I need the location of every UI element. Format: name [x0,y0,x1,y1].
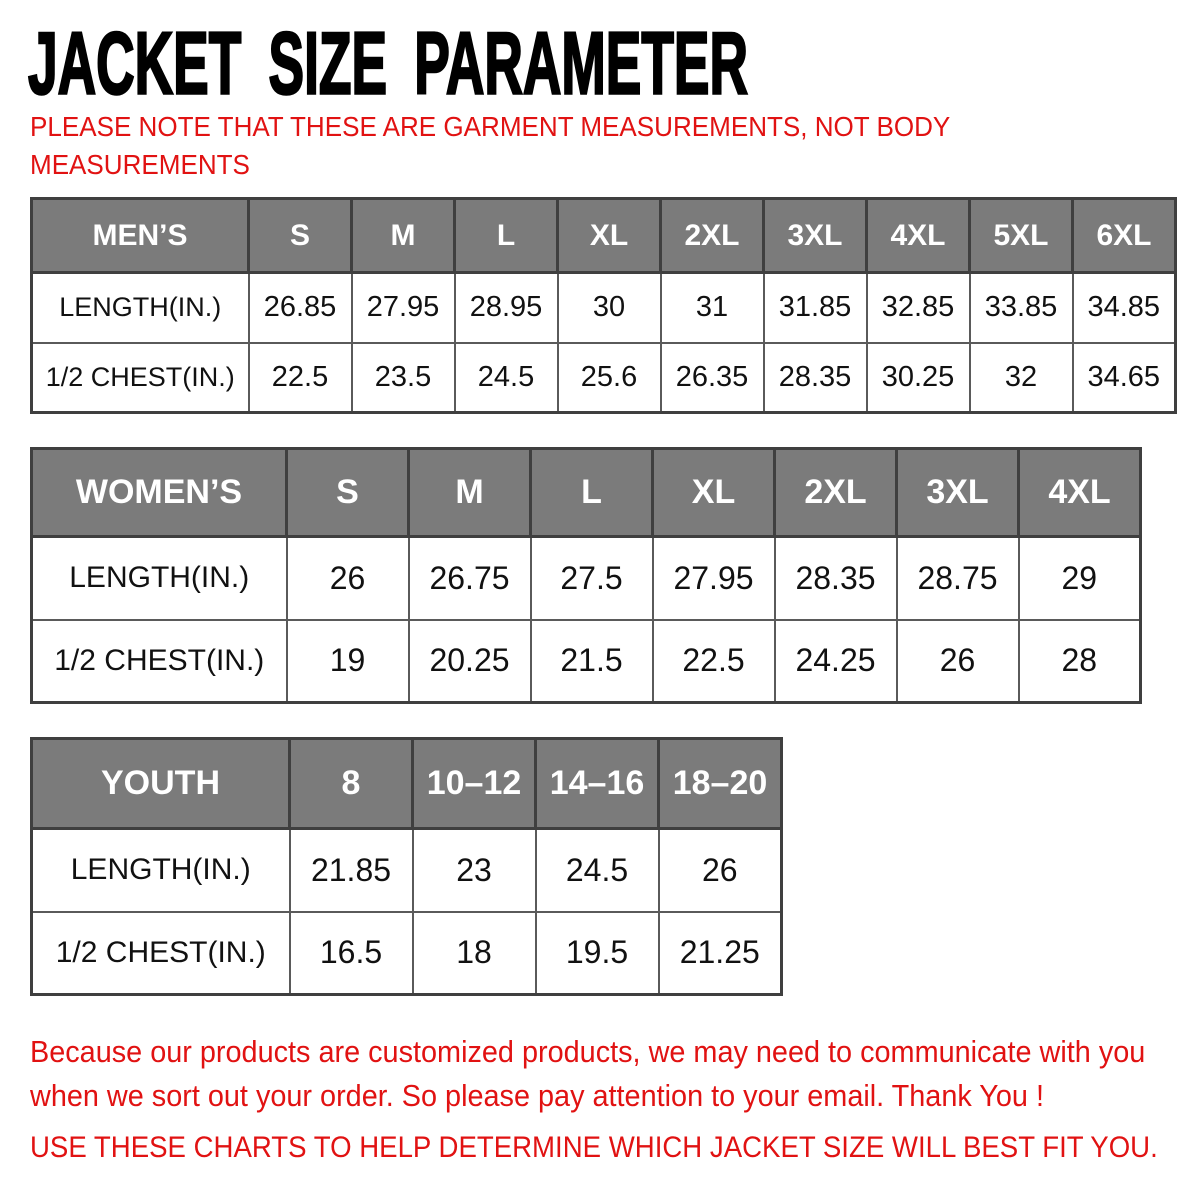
table-cell: 19.5 [534,910,660,996]
table-cell: 28.35 [762,341,868,414]
table-cell: 21.25 [657,910,783,996]
table-cell: 26.85 [247,271,353,344]
mens-size-table: MEN’S S M L XL 2XL 3XL 4XL 5XL 6XL LENGT… [30,197,1177,414]
customization-notice-line-1: Because our products are customized prod… [30,1034,1146,1069]
mens-header-cell: MEN’S [30,197,250,274]
table-cell: 24.5 [453,341,559,414]
youth-length-row: LENGTH(IN.) 21.85 23 24.5 26 [30,827,783,913]
womens-header-cell: 3XL [895,447,1020,538]
youth-chest-row: 1/2 CHEST(IN.) 16.5 18 19.5 21.25 [30,910,783,996]
table-cell: 25.6 [556,341,662,414]
table-cell: 28.35 [773,535,898,621]
note-line-1: PLEASE NOTE THAT THESE ARE GARMENT MEASU… [30,111,951,142]
garment-measurement-note: PLEASE NOTE THAT THESE ARE GARMENT MEASU… [30,108,950,184]
table-cell: 32.85 [865,271,971,344]
table-cell: 33.85 [968,271,1074,344]
table-cell: 26 [285,535,410,621]
table-cell: 31.85 [762,271,868,344]
table-cell: 29 [1017,535,1142,621]
womens-header-cell: L [529,447,654,538]
youth-header-row: YOUTH 8 10–12 14–16 18–20 [30,737,783,830]
womens-header-cell: S [285,447,410,538]
mens-header-row: MEN’S S M L XL 2XL 3XL 4XL 5XL 6XL [30,197,1177,274]
customization-notice: Because our products are customized prod… [30,1030,1145,1118]
mens-header-cell: M [350,197,456,274]
table-cell: 21.85 [288,827,414,913]
mens-header-cell: 5XL [968,197,1074,274]
table-cell: 28 [1017,618,1142,704]
table-cell: 24.5 [534,827,660,913]
womens-header-cell: M [407,447,532,538]
womens-header-cell: XL [651,447,776,538]
mens-header-cell: 6XL [1071,197,1177,274]
customization-notice-line-2: when we sort out your order. So please p… [30,1078,1044,1113]
womens-header-cell: 2XL [773,447,898,538]
size-advice-text: USE THESE CHARTS TO HELP DETERMINE WHICH… [30,1131,1158,1164]
table-cell: 20.25 [407,618,532,704]
womens-length-row: LENGTH(IN.) 26 26.75 27.5 27.95 28.35 28… [30,535,1142,621]
table-cell: 22.5 [651,618,776,704]
womens-header-row: WOMEN’S S M L XL 2XL 3XL 4XL [30,447,1142,538]
mens-length-label: LENGTH(IN.) [30,271,250,344]
table-cell: 19 [285,618,410,704]
womens-size-table: WOMEN’S S M L XL 2XL 3XL 4XL LENGTH(IN.)… [30,447,1142,704]
mens-header-cell: L [453,197,559,274]
page-title: JACKET SIZE PARAMETER [27,14,749,113]
table-cell: 28.95 [453,271,559,344]
table-cell: 23.5 [350,341,456,414]
youth-header-cell: 18–20 [657,737,783,830]
table-cell: 18 [411,910,537,996]
table-cell: 26.75 [407,535,532,621]
table-cell: 30.25 [865,341,971,414]
youth-length-label: LENGTH(IN.) [30,827,291,913]
youth-header-cell: 8 [288,737,414,830]
table-cell: 26 [895,618,1020,704]
mens-header-cell: S [247,197,353,274]
table-cell: 27.95 [651,535,776,621]
womens-chest-row: 1/2 CHEST(IN.) 19 20.25 21.5 22.5 24.25 … [30,618,1142,704]
mens-chest-label: 1/2 CHEST(IN.) [30,341,250,414]
womens-header-cell: 4XL [1017,447,1142,538]
youth-chest-label: 1/2 CHEST(IN.) [30,910,291,996]
table-cell: 28.75 [895,535,1020,621]
womens-length-label: LENGTH(IN.) [30,535,288,621]
table-cell: 27.5 [529,535,654,621]
youth-size-table: YOUTH 8 10–12 14–16 18–20 LENGTH(IN.) 21… [30,737,783,996]
table-cell: 21.5 [529,618,654,704]
mens-header-cell: 2XL [659,197,765,274]
womens-chest-label: 1/2 CHEST(IN.) [30,618,288,704]
table-cell: 24.25 [773,618,898,704]
table-cell: 26 [657,827,783,913]
table-cell: 32 [968,341,1074,414]
mens-length-row: LENGTH(IN.) 26.85 27.95 28.95 30 31 31.8… [30,271,1177,344]
table-cell: 27.95 [350,271,456,344]
table-cell: 26.35 [659,341,765,414]
mens-header-cell: 3XL [762,197,868,274]
table-cell: 23 [411,827,537,913]
youth-header-cell: YOUTH [30,737,291,830]
table-cell: 16.5 [288,910,414,996]
table-cell: 30 [556,271,662,344]
youth-header-cell: 10–12 [411,737,537,830]
note-line-2: MEASUREMENTS [30,149,250,180]
mens-header-cell: XL [556,197,662,274]
table-cell: 34.85 [1071,271,1177,344]
table-cell: 31 [659,271,765,344]
table-cell: 34.65 [1071,341,1177,414]
youth-header-cell: 14–16 [534,737,660,830]
mens-chest-row: 1/2 CHEST(IN.) 22.5 23.5 24.5 25.6 26.35… [30,341,1177,414]
womens-header-cell: WOMEN’S [30,447,288,538]
table-cell: 22.5 [247,341,353,414]
mens-header-cell: 4XL [865,197,971,274]
